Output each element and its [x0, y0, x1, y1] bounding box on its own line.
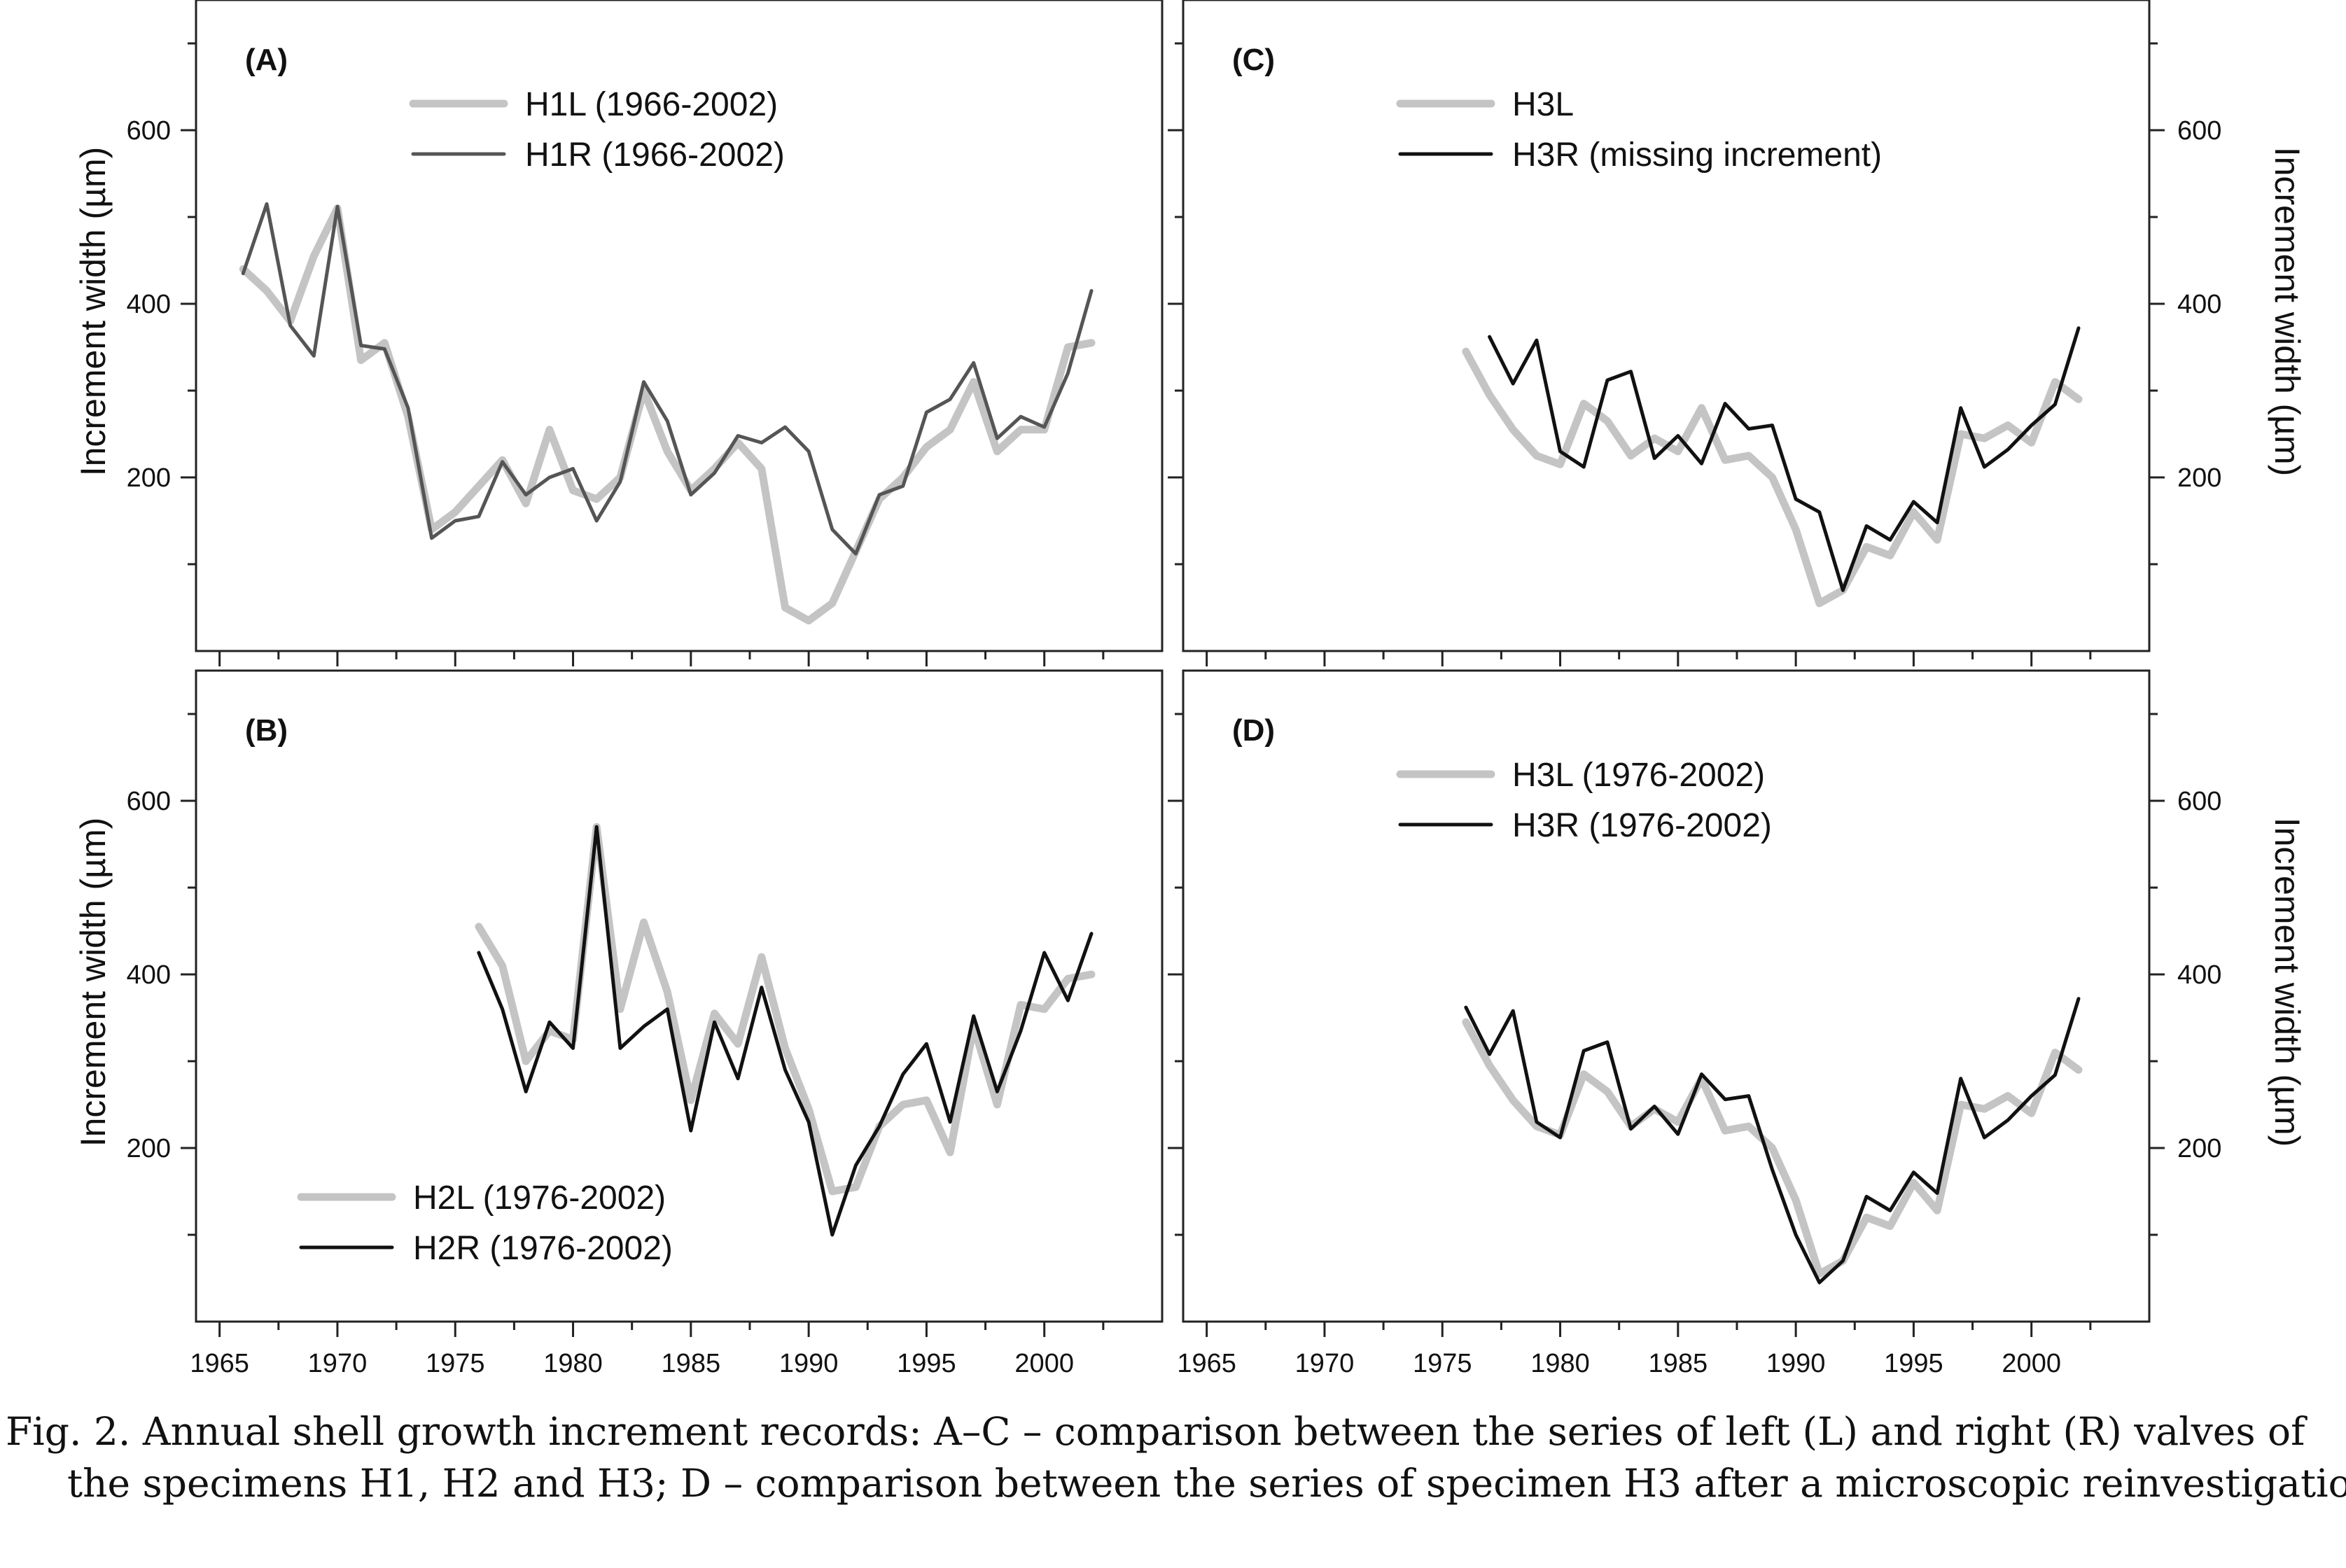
series-line-2 [241, 202, 1094, 556]
x-tick-label: 1975 [1413, 1349, 1472, 1378]
series-line-1 [1462, 347, 2083, 608]
panel-label: (D) [1232, 713, 1275, 748]
legend-entry: H1R (1966-2002) [525, 136, 785, 174]
panel-a: 200 400 600 Increment width (µm) (A) H1L (196… [74, 0, 1164, 666]
y-tick-label: 400 [127, 960, 171, 990]
plot-frame [1182, 669, 2151, 1323]
legend-entry: H1L (1966-2002) [525, 86, 778, 123]
x-tick-label: 1990 [1766, 1349, 1826, 1378]
y-tick-label: 400 [2177, 290, 2221, 319]
y-tick-label: 200 [2177, 1134, 2221, 1163]
plot-frame [195, 0, 1164, 652]
x-tick-label: 1995 [1884, 1349, 1943, 1378]
series-line-1 [475, 822, 1096, 1196]
x-tick-label: 1995 [897, 1349, 956, 1378]
y-tick-label: 600 [127, 116, 171, 146]
figure: 200 400 600 Increment width (µm) (A) H1L (196… [74, 0, 2307, 1378]
y-tick-label: 400 [127, 290, 171, 319]
x-tick-label: 1965 [190, 1349, 249, 1378]
y-axis-title: Increment width (µm) [2268, 818, 2307, 1147]
legend: H2L (1976-2002) H2R (1976-2002) [297, 1180, 673, 1267]
y-tick-label: 600 [2177, 787, 2221, 816]
y-tick-label: 600 [2177, 116, 2221, 146]
x-tick-label: 1990 [779, 1349, 839, 1378]
y-tick-label: 200 [2177, 463, 2221, 493]
legend: H3L (1976-2002) H3R (1976-2002) [1396, 757, 1772, 844]
legend: H3L H3R (missing increment) [1396, 86, 1882, 174]
panel-b: 200 400 600 1965 1970 1975 1980 1985 1990 1995 200… [74, 669, 1164, 1378]
series-line-1 [239, 204, 1096, 625]
figure-caption: Fig. 2. Annual shell growth increment re… [0, 1390, 2346, 1564]
x-tick-label: 2000 [2002, 1349, 2061, 1378]
series-line-1 [1462, 1018, 2083, 1278]
x-tick-label: 2000 [1014, 1349, 1074, 1378]
y-tick-label: 200 [127, 1134, 171, 1163]
legend-entry: H3R (missing increment) [1512, 136, 1882, 174]
panel-label: (A) [245, 43, 288, 77]
series-line-2 [477, 825, 1094, 1237]
y-axis-title: Increment width (µm) [74, 147, 113, 477]
legend-entry: H2R (1976-2002) [413, 1230, 673, 1267]
panel-c: 200 400 600 Increment width (µm) (C) H3L H3R (… [1168, 0, 2307, 666]
series-line-2 [1488, 326, 2081, 592]
y-axis-title: Increment width (µm) [2268, 147, 2307, 477]
legend-entry: H3L [1512, 86, 1574, 123]
plot-frame [195, 669, 1164, 1323]
series-line-2 [1464, 997, 2081, 1284]
plot-frame [1182, 0, 2151, 652]
y-tick-label: 200 [127, 463, 171, 493]
x-tick-label: 1975 [426, 1349, 485, 1378]
y-axis-title: Increment width (µm) [74, 818, 113, 1147]
legend-entry: H3R (1976-2002) [1512, 807, 1772, 844]
legend: H1L (1966-2002) H1R (1966-2002) [409, 86, 785, 174]
y-tick-label: 400 [2177, 960, 2221, 990]
y-tick-label: 600 [127, 787, 171, 816]
x-tick-label: 1985 [662, 1349, 721, 1378]
legend-entry: H2L (1976-2002) [413, 1180, 666, 1217]
x-tick-label: 1985 [1649, 1349, 1708, 1378]
panel-label: (B) [245, 713, 288, 748]
x-tick-label: 1970 [308, 1349, 368, 1378]
caption-line-2: the specimens H1, H2 and H3; D – compari… [67, 1461, 2346, 1506]
caption-line-1: Fig. 2. Annual shell growth increment re… [6, 1409, 2305, 1454]
x-tick-label: 1980 [1530, 1349, 1590, 1378]
x-tick-label: 1965 [1177, 1349, 1236, 1378]
panel-label: (C) [1232, 43, 1275, 77]
panel-d: 200 400 600 1965 1970 1975 1980 1985 1990 1995 200… [1168, 669, 2307, 1378]
x-tick-label: 1970 [1295, 1349, 1355, 1378]
legend-entry: H3L (1976-2002) [1512, 757, 1765, 794]
x-tick-label: 1980 [543, 1349, 603, 1378]
